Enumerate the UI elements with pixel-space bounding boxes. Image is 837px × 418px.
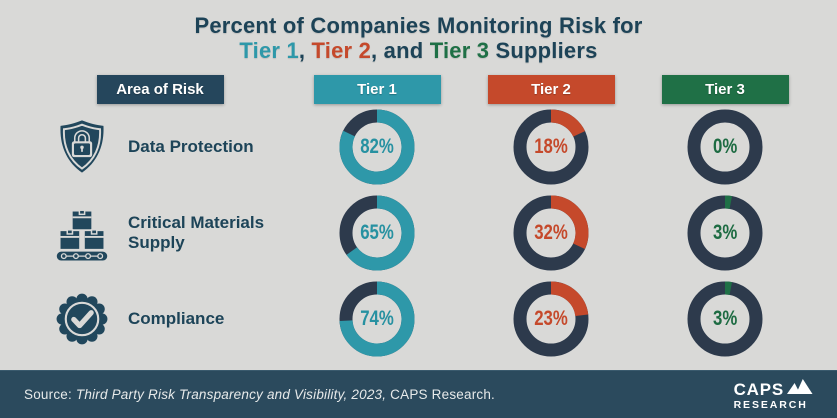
donut-tier-3-compliance: 3%: [687, 281, 763, 357]
risk-label: Data Protection: [128, 137, 254, 156]
risk-area-critical-materials-supply: Critical Materials Supply: [30, 203, 290, 263]
donut-tier-3-data-protection: 0%: [687, 109, 763, 185]
tier-1-header: Tier 1: [313, 75, 441, 104]
donut-ring: [339, 195, 415, 271]
title-tier3: Tier 3: [429, 38, 490, 63]
donut-tier-1-data-protection: 82%: [339, 109, 415, 185]
tier-3-header: Tier 3: [661, 75, 789, 104]
risk-row: Data Protection 82% 18% 0%: [30, 104, 812, 190]
area-of-risk-header: Area of Risk: [96, 75, 224, 104]
donut-value: 82%: [360, 135, 394, 158]
conveyor-boxes-icon: [52, 203, 112, 263]
risk-label: Compliance: [128, 309, 225, 328]
title-line2: Tier 1, Tier 2, and Tier 3 Suppliers: [239, 38, 598, 63]
donut-value: 18%: [534, 135, 568, 158]
donut-ring: [339, 281, 415, 357]
donut-tier-3-critical-materials-supply: 3%: [687, 195, 763, 271]
column-header-row: Area of Risk Tier 1 Tier 2 Tier 3: [30, 75, 812, 104]
donut-value: 74%: [360, 307, 394, 330]
donut-value: 23%: [534, 307, 568, 330]
donut-tier-1-critical-materials-supply: 65%: [339, 195, 415, 271]
donut-ring: [513, 109, 589, 185]
shield-lock-icon: [52, 117, 112, 177]
caps-research-logo: CAPS RESEARCH: [734, 378, 813, 411]
risk-label: Critical Materials Supply: [128, 213, 265, 252]
risk-row: Compliance 74% 23% 3%: [30, 276, 812, 362]
donut-tier-2-data-protection: 18%: [513, 109, 589, 185]
logo-research-text: RESEARCH: [733, 399, 808, 412]
title-line1: Percent of Companies Monitoring Risk for: [194, 13, 643, 38]
donut-tier-1-compliance: 74%: [339, 281, 415, 357]
donut-ring: [339, 109, 415, 185]
donut-ring: [687, 195, 763, 271]
risk-area-data-protection: Data Protection: [30, 117, 290, 177]
mountain-icon: [786, 378, 813, 398]
title-tier1: Tier 1: [239, 38, 299, 63]
donut-value: 3%: [712, 221, 738, 244]
donut-value: 32%: [534, 221, 568, 244]
donut-rows: Data Protection 82% 18% 0%: [0, 104, 837, 370]
donut-ring: [513, 281, 589, 357]
title-tier2: Tier 2: [311, 38, 372, 63]
risk-row: Critical Materials Supply 65% 32% 3%: [30, 190, 812, 276]
footer-bar: Source: Third Party Risk Transparency an…: [0, 370, 837, 418]
donut-tier-2-compliance: 23%: [513, 281, 589, 357]
donut-value: 0%: [712, 135, 738, 158]
donut-value: 3%: [712, 307, 738, 330]
source-citation: Source: Third Party Risk Transparency an…: [24, 387, 496, 402]
donut-tier-2-critical-materials-supply: 32%: [513, 195, 589, 271]
logo-caps-text: CAPS: [733, 380, 784, 400]
risk-area-compliance: Compliance: [30, 289, 290, 349]
page-title: Percent of Companies Monitoring Risk for…: [0, 0, 837, 63]
donut-value: 65%: [360, 221, 394, 244]
tier-2-header: Tier 2: [487, 75, 615, 104]
donut-ring: [687, 109, 763, 185]
badge-check-icon: [52, 289, 112, 349]
donut-ring: [687, 281, 763, 357]
donut-ring: [513, 195, 589, 271]
